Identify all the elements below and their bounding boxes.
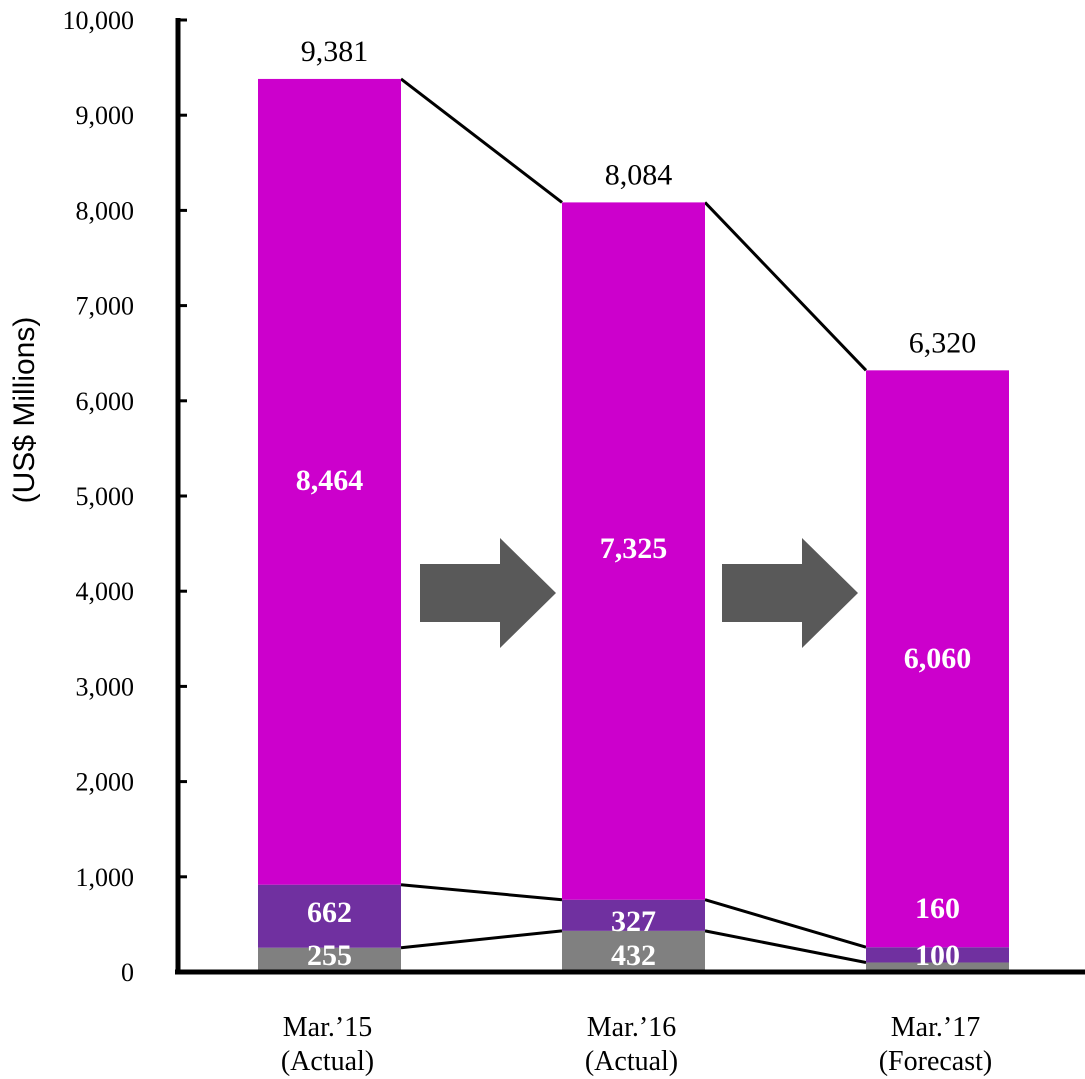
labels: 0 1,000 2,000 3,000 4,000 5,000 6,000 7,000 8,00… (8, 6, 992, 1077)
y-tick-label: 1,000 (76, 863, 135, 892)
bar-segment (258, 947, 401, 972)
bar-segment (866, 947, 1009, 963)
axes (175, 18, 1085, 975)
y-tick-label: 2,000 (76, 768, 135, 797)
x-tick-label: Mar.’16 (587, 1012, 676, 1043)
total-label: 6,320 (909, 326, 977, 359)
x-tick-label-sub: (Forecast) (879, 1046, 993, 1077)
connector-line (400, 929, 563, 950)
total-label: 8,084 (605, 158, 673, 191)
y-tick-label: 5,000 (76, 482, 135, 511)
arrow-right-icon (722, 538, 858, 648)
bar-segment (866, 370, 1009, 948)
y-tick-label: 4,000 (76, 577, 135, 606)
connector-line (704, 929, 867, 964)
connector-lines (400, 77, 868, 964)
bar-segment (258, 884, 401, 948)
connector-line (400, 77, 563, 204)
data-label: 8,464 (296, 464, 364, 497)
x-tick-label: Mar.’15 (283, 1012, 372, 1043)
connector-line (704, 898, 867, 949)
bar-segment (562, 899, 705, 931)
arrow-right-icon (420, 538, 556, 648)
data-label: 662 (307, 896, 352, 929)
bar-segment (258, 78, 401, 885)
x-tick-label-sub: (Actual) (585, 1046, 678, 1077)
y-tick-label: 6,000 (76, 387, 135, 416)
total-label: 9,381 (301, 35, 369, 68)
y-tick-label: 8,000 (76, 196, 135, 225)
data-label: 255 (307, 939, 352, 972)
connector-line (703, 201, 868, 372)
bar-segment (866, 962, 1009, 972)
y-tick-label: 7,000 (76, 292, 135, 321)
x-tick-label-sub: (Actual) (281, 1046, 374, 1077)
data-label: 100 (915, 939, 960, 972)
y-tick-label: 3,000 (76, 672, 135, 701)
transition-arrows (420, 538, 858, 648)
data-label: 7,325 (600, 532, 668, 565)
y-axis-title: (US$ Millions) (8, 317, 41, 504)
x-tick-label: Mar.’17 (891, 1012, 980, 1043)
connector-line (400, 883, 563, 902)
y-tick-label: 10,000 (63, 6, 135, 35)
data-label: 6,060 (904, 642, 972, 675)
bar-segment (562, 930, 705, 972)
bars (258, 78, 1009, 972)
data-label: 432 (611, 939, 656, 972)
data-label: 327 (611, 905, 656, 938)
y-tick-label: 9,000 (76, 101, 135, 130)
bar-segment (562, 202, 705, 900)
y-tick-label: 0 (121, 958, 134, 987)
data-label: 160 (915, 892, 960, 925)
